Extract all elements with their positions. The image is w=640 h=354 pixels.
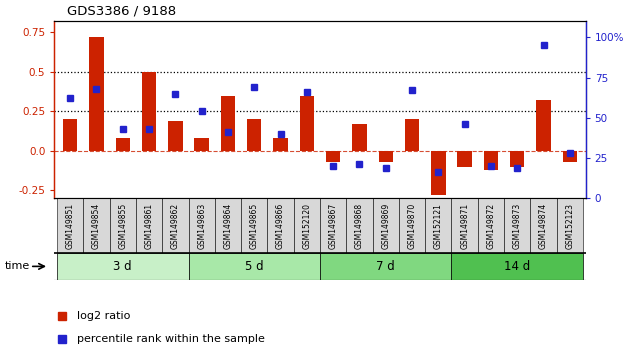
Text: 14 d: 14 d [504,260,531,273]
Bar [83,198,109,253]
Bar [563,151,577,162]
Bar [241,198,268,253]
Bar [557,198,583,253]
Text: GSM149851: GSM149851 [66,202,75,249]
Text: GSM149867: GSM149867 [329,202,338,249]
Bar [247,119,262,151]
Bar [57,253,189,280]
Text: GSM149870: GSM149870 [408,202,417,249]
Bar [320,198,346,253]
Text: GSM149873: GSM149873 [513,202,522,249]
Bar [320,253,451,280]
Text: GSM149871: GSM149871 [460,202,469,249]
Bar [372,198,399,253]
Bar [57,198,83,253]
Text: GSM149865: GSM149865 [250,202,259,249]
Text: GSM152121: GSM152121 [434,203,443,249]
Text: 3 d: 3 d [113,260,132,273]
Bar [162,198,189,253]
Bar [531,198,557,253]
Text: time: time [4,261,29,272]
Bar [451,253,583,280]
Text: GSM149862: GSM149862 [171,202,180,249]
Text: GSM149866: GSM149866 [276,202,285,249]
Text: GSM149861: GSM149861 [145,202,154,249]
Bar [326,151,340,162]
Text: GSM152120: GSM152120 [302,203,311,249]
Text: GSM149872: GSM149872 [486,202,495,249]
Bar [431,151,445,195]
Text: GSM152123: GSM152123 [565,203,574,249]
Bar [268,198,294,253]
Text: percentile rank within the sample: percentile rank within the sample [77,334,266,344]
Text: GSM149868: GSM149868 [355,202,364,249]
Bar [109,198,136,253]
Text: GSM149874: GSM149874 [539,202,548,249]
Bar [352,124,367,151]
Text: log2 ratio: log2 ratio [77,311,131,321]
Bar [195,138,209,151]
Bar [294,198,320,253]
Bar [142,72,156,151]
Bar [215,198,241,253]
Text: GSM149869: GSM149869 [381,202,390,249]
Bar [484,151,498,170]
Bar [136,198,162,253]
Bar [63,119,77,151]
Bar [300,96,314,151]
Bar [425,198,451,253]
Bar [536,100,551,151]
Text: GSM149864: GSM149864 [223,202,232,249]
Bar [478,198,504,253]
Text: GSM149854: GSM149854 [92,202,101,249]
Bar [221,96,235,151]
Bar [189,198,215,253]
Bar [378,151,393,162]
Text: GSM149863: GSM149863 [197,202,206,249]
Bar [189,253,320,280]
Text: 7 d: 7 d [376,260,395,273]
Bar [168,121,182,151]
Bar [451,198,478,253]
Text: GSM149855: GSM149855 [118,202,127,249]
Bar [504,198,531,253]
Text: GDS3386 / 9188: GDS3386 / 9188 [67,5,177,18]
Bar [405,119,419,151]
Bar [273,138,288,151]
Bar [458,151,472,167]
Bar [510,151,524,167]
Bar [399,198,425,253]
Bar [89,37,104,151]
Bar [116,138,130,151]
Bar [346,198,372,253]
Text: 5 d: 5 d [245,260,264,273]
